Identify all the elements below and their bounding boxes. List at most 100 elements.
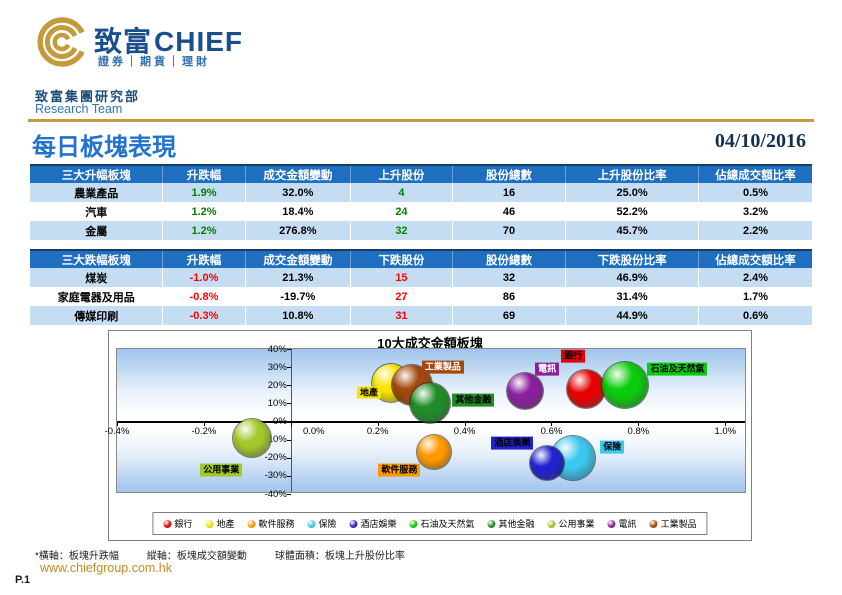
advancing-ratio: 25.0% [565, 183, 699, 202]
footnote-y-axis: 縱軸：板塊成交額變動 [146, 551, 247, 562]
chart-title: 10大成交金額板塊 [377, 336, 483, 351]
total-stocks: 46 [451, 202, 566, 221]
bubble-label-industrial-goods: 工業製品 [421, 360, 464, 374]
turnover-share: 2.2% [698, 221, 812, 240]
change-pct: 1.2% [162, 202, 246, 221]
legend-item-telecom: 電訊 [607, 517, 637, 530]
bubble-label-utilities: 公用事業 [200, 464, 243, 477]
declining-stocks: 31 [350, 306, 453, 325]
y-axis-tick [286, 475, 291, 477]
sector-name: 家庭電器及用品 [57, 291, 135, 304]
legend-marker-icon [349, 519, 358, 528]
turnover-change: 32.0% [244, 183, 351, 202]
y-axis-tick [286, 349, 291, 350]
bubble-telecom [507, 372, 544, 409]
turnover-change: 18.4% [244, 202, 351, 221]
legend-marker-icon [163, 519, 172, 528]
col-header: 成交金額變動 [244, 249, 351, 268]
turnover-change: 10.8% [244, 306, 351, 325]
bubble-other-financials [409, 383, 450, 424]
top-gainers-section: 三大升幅板塊 升跌幅 成交金額變動 上升股份 股份總數 上升股份比率 佔總成交額… [30, 164, 812, 240]
legend-label: 其他金融 [498, 519, 535, 529]
legend-item-other-financials: 其他金融 [487, 517, 535, 530]
table-row: 農業產品 1.9% 32.0% 4 16 25.0% 0.5% [30, 183, 812, 202]
col-header: 佔總成交額比率 [698, 249, 812, 268]
total-stocks: 70 [451, 221, 566, 240]
x-axis-tick-label: -0.4% [104, 425, 130, 437]
legend-item-insurance: 保險 [307, 517, 336, 530]
bubble-chart: 10大成交金額板塊 -0.4% -0.2% 0.0% 0.2% 0.4% 0.6% 0.8%… [105, 330, 752, 541]
x-axis-tick-label: 1.0% [714, 425, 737, 437]
y-axis-tick [286, 367, 291, 369]
legend-marker-icon [547, 519, 556, 528]
y-axis-tick [286, 494, 291, 495]
bubble-label-other-financials: 其他金融 [452, 393, 495, 407]
legend-item-utilities: 公用事業 [547, 517, 595, 530]
legend-item-hotels-entertainment: 酒店娛樂 [349, 517, 397, 530]
legend-label: 軟件服務 [258, 519, 295, 529]
y-axis-tick [286, 439, 291, 441]
sector-name: 傳媒印刷 [30, 306, 163, 325]
logo-wordmark: 致富CHIEF [94, 20, 243, 60]
legend-item-property: 地產 [205, 517, 234, 530]
legend-label: 石油及天然氣 [420, 519, 475, 529]
legend-marker-icon [247, 519, 256, 528]
x-axis-tick [551, 421, 553, 426]
y-axis-tick-label: -30% [264, 470, 287, 482]
x-axis-tick-label: -0.2% [191, 425, 217, 437]
total-stocks: 32 [451, 268, 566, 287]
turnover-share: 2.4% [698, 268, 812, 287]
turnover-share: 0.5% [698, 183, 812, 202]
y-axis-tick-label: 40% [267, 343, 287, 355]
sector-name: 煤炭 [30, 268, 163, 287]
page-title: 每日板塊表現 [32, 134, 176, 161]
bubble-label-bank: 銀行 [561, 349, 586, 363]
advancing-ratio: 45.7% [565, 221, 699, 240]
chief-logo-icon [37, 17, 85, 67]
bubble-bank [567, 369, 606, 408]
legend-label: 酒店娛樂 [360, 519, 397, 529]
y-axis-tick-label: 0% [273, 416, 287, 427]
legend-label: 銀行 [174, 519, 193, 529]
legend-item-bank: 銀行 [163, 517, 192, 530]
advancing-ratio: 52.2% [565, 202, 699, 221]
turnover-change: 276.8% [244, 221, 351, 240]
col-header: 佔總成交額比率 [698, 164, 812, 183]
y-axis-tick [286, 403, 291, 405]
website-link[interactable]: www.chiefgroup.com.hk [40, 561, 173, 575]
bubble-label-software-services: 軟件服務 [378, 464, 421, 477]
bubble-plot: -0.4% -0.2% 0.0% 0.2% 0.4% 0.6% 0.8% 1.0% 40% 30%… [105, 344, 746, 500]
col-header: 股份總數 [451, 249, 566, 268]
y-axis-tick [286, 457, 291, 459]
bubble-software-services [417, 435, 452, 470]
y-axis-tick-label: -10% [264, 434, 287, 446]
legend-item-software-services: 軟件服務 [247, 517, 294, 530]
declining-ratio: 46.9% [565, 268, 699, 287]
legend-label: 地產 [216, 519, 235, 529]
sector-name: 汽車 [85, 206, 108, 219]
x-axis-tick-label: 0.0% [302, 425, 325, 437]
legend-marker-icon [409, 519, 418, 528]
col-header: 成交金額變動 [244, 164, 351, 183]
total-stocks: 69 [451, 306, 566, 325]
footnote-bubble-size: 球體面積：板塊上升股份比率 [274, 551, 405, 562]
advancing-stocks: 4 [350, 183, 453, 202]
x-axis-tick-label: 0.4% [453, 425, 476, 437]
col-header: 下跌股份 [350, 249, 453, 268]
col-header: 三大升幅板塊 [30, 164, 163, 183]
bubble-label-oil-gas: 石油及天然氣 [647, 362, 708, 376]
col-header: 股份總數 [451, 164, 566, 183]
declining-ratio: 31.4% [565, 287, 699, 306]
top-losers-table: 三大跌幅板塊 升跌幅 成交金額變動 下跌股份 股份總數 下跌股份比率 佔總成交額… [30, 249, 812, 325]
top-losers-section: 三大跌幅板塊 升跌幅 成交金額變動 下跌股份 股份總數 下跌股份比率 佔總成交額… [30, 249, 812, 325]
report-date: 04/10/2016 [714, 130, 806, 152]
bubble-label-telecom: 電訊 [535, 362, 560, 376]
y-axis-tick-label: 10% [267, 397, 287, 409]
advancing-stocks: 32 [350, 221, 453, 240]
x-axis-tick-label: 0.6% [540, 425, 563, 437]
sector-name: 農業產品 [30, 183, 163, 202]
x-axis-tick-label: 0.2% [366, 425, 389, 437]
col-header: 上升股份比率 [565, 164, 699, 183]
legend-marker-icon [205, 519, 214, 528]
